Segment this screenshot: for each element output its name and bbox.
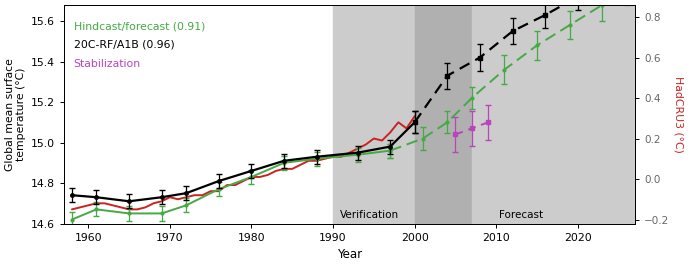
Y-axis label: HadCRU3 (°C): HadCRU3 (°C) (673, 76, 683, 153)
Bar (472, 5, 635, 223)
Bar (333, 5, 415, 223)
Y-axis label: Global mean surface
temperature (°C): Global mean surface temperature (°C) (5, 58, 26, 171)
X-axis label: Year: Year (337, 248, 362, 261)
Text: Forecast: Forecast (499, 210, 543, 220)
Text: Hindcast/forecast (0.91): Hindcast/forecast (0.91) (74, 21, 205, 31)
Text: Stabilization: Stabilization (74, 59, 141, 69)
Text: Verification: Verification (340, 210, 399, 220)
Text: 20C-RF/A1B (0.96): 20C-RF/A1B (0.96) (74, 40, 174, 50)
Bar (415, 5, 472, 223)
